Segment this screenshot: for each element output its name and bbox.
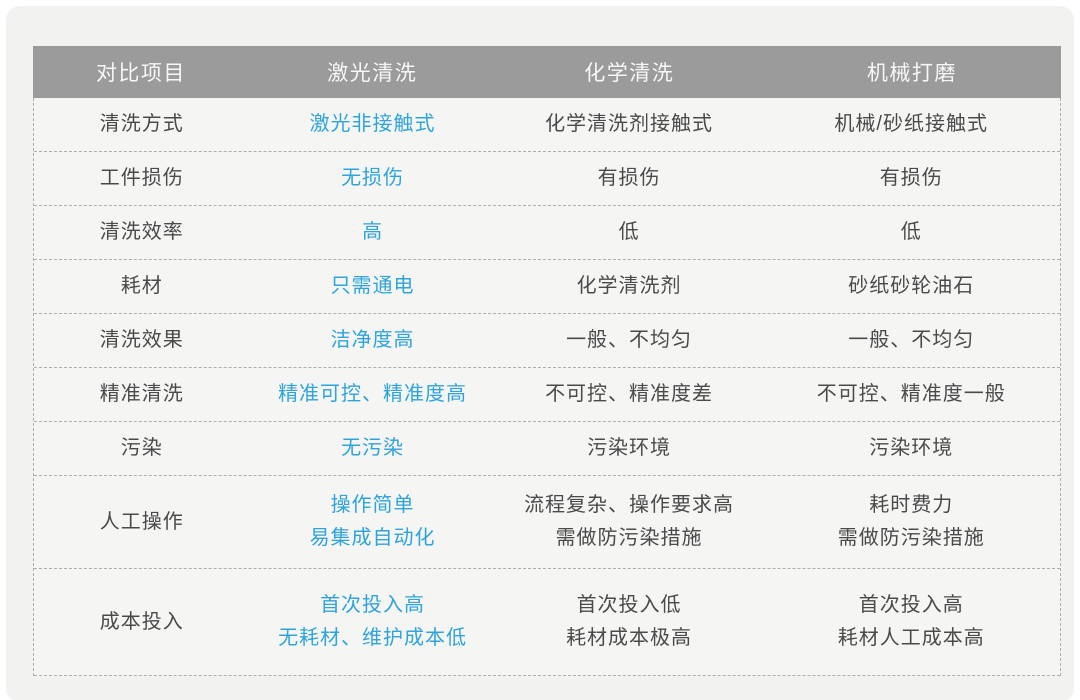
cell-line: 操作简单 <box>330 494 415 516</box>
laser-cell: 操作简单易集成自动化 <box>249 489 495 555</box>
cell-line: 清洗效果 <box>99 329 184 351</box>
chemical-cell: 有损伤 <box>496 162 763 195</box>
table-row: 清洗效率 高 低 低 <box>34 206 1060 260</box>
laser-cell: 激光非接触式 <box>249 108 495 141</box>
laser-cell: 高 <box>249 216 495 249</box>
mechanical-cell: 污染环境 <box>762 432 1060 465</box>
cell-line: 无损伤 <box>341 167 405 189</box>
mechanical-cell: 有损伤 <box>762 162 1060 195</box>
laser-cell: 洁净度高 <box>249 324 495 357</box>
laser-cell: 首次投入高无耗材、维护成本低 <box>249 589 495 655</box>
chemical-cell: 低 <box>496 216 763 249</box>
cell-line: 成本投入 <box>99 610 184 633</box>
table-row: 成本投入 首次投入高 无耗材、维护成本低 首次投入低 耗材成本极高 首次投入高 耗材人工成本… <box>34 569 1060 676</box>
cell-line: 污染 <box>120 437 163 459</box>
cell-line: 高 <box>362 221 384 243</box>
cell-line: 精准清洗 <box>99 383 184 405</box>
cell-line: 低 <box>900 221 922 243</box>
chemical-cell: 一般、不均匀 <box>496 324 763 357</box>
cell-line: 易集成自动化 <box>309 527 436 549</box>
cell-line: 有损伤 <box>879 167 943 189</box>
table-row: 精准清洗 精准可控、精准度高 不可控、精准度差 不可控、精准度一般 <box>34 368 1060 422</box>
cell-line: 化学清洗剂 <box>576 275 682 297</box>
laser-cell: 只需通电 <box>249 270 495 303</box>
row-label: 耗材 <box>34 270 249 303</box>
cell-line: 一般、不均匀 <box>848 329 975 351</box>
cell-line: 人工操作 <box>99 510 184 533</box>
cell-line: 首次投入高 <box>858 594 964 616</box>
row-label: 清洗方式 <box>34 108 249 141</box>
cell-line: 工件损伤 <box>99 167 184 189</box>
cell-line: 流程复杂、操作要求高 <box>524 494 735 516</box>
mechanical-cell: 砂纸砂轮油石 <box>762 270 1060 303</box>
table-body: 清洗方式 激光非接触式 化学清洗剂接触式 机械/砂纸接触式 工件损伤 无损伤 有损伤 有损伤清… <box>33 98 1061 676</box>
header-laser-cleaning: 激光清洗 <box>327 62 418 85</box>
cell-line: 不可控、精准度一般 <box>816 383 1006 405</box>
table-header-row: 对比项目 激光清洗 化学清洗 机械打磨 <box>33 46 1061 98</box>
mechanical-cell: 耗时费力需做防污染措施 <box>762 489 1060 555</box>
chemical-cell: 首次投入低耗材成本极高 <box>496 589 763 655</box>
table-row: 工件损伤 无损伤 有损伤 有损伤 <box>34 152 1060 206</box>
laser-cell: 无损伤 <box>249 162 495 195</box>
chemical-cell: 污染环境 <box>496 432 763 465</box>
cell-line: 首次投入低 <box>576 594 682 616</box>
table-row: 耗材 只需通电 化学清洗剂 砂纸砂轮油石 <box>34 260 1060 314</box>
header-chemical-cleaning: 化学清洗 <box>584 62 675 85</box>
mechanical-cell: 低 <box>762 216 1060 249</box>
mechanical-cell: 不可控、精准度一般 <box>762 378 1060 411</box>
comparison-table: 对比项目 激光清洗 化学清洗 机械打磨 清洗方式 激光非接触式 化学清洗剂接触式 机械… <box>33 46 1061 676</box>
laser-cell: 无污染 <box>249 432 495 465</box>
cell-line: 耗时费力 <box>869 494 954 516</box>
cell-line: 有损伤 <box>597 167 661 189</box>
cell-line: 需做防污染措施 <box>837 527 985 549</box>
row-label: 污染 <box>34 432 249 465</box>
cell-line: 首次投入高 <box>320 594 426 616</box>
row-label: 工件损伤 <box>34 162 249 195</box>
row-label: 清洗效率 <box>34 216 249 249</box>
cell-line: 耗材 <box>120 275 163 297</box>
chemical-cell: 不可控、精准度差 <box>496 378 763 411</box>
table-row: 清洗方式 激光非接触式 化学清洗剂接触式 机械/砂纸接触式 <box>34 98 1060 152</box>
chemical-cell: 化学清洗剂接触式 <box>496 108 763 141</box>
cell-line: 精准可控、精准度高 <box>278 383 468 405</box>
cell-line: 清洗方式 <box>99 113 184 135</box>
table-row: 污染 无污染 污染环境 污染环境 <box>34 422 1060 476</box>
header-compare-item: 对比项目 <box>95 62 186 85</box>
mechanical-cell: 一般、不均匀 <box>762 324 1060 357</box>
cell-line: 低 <box>618 221 640 243</box>
cell-line: 耗材人工成本高 <box>837 627 985 649</box>
table-row: 人工操作 操作简单 易集成自动化 流程复杂、操作要求高 需做防污染措施 耗时费力 需做防污染… <box>34 476 1060 569</box>
cell-line: 洁净度高 <box>330 329 415 351</box>
cell-line: 机械/砂纸接触式 <box>834 113 988 135</box>
mechanical-cell: 首次投入高耗材人工成本高 <box>762 589 1060 655</box>
cell-line: 需做防污染措施 <box>555 527 703 549</box>
cell-line: 污染环境 <box>869 437 954 459</box>
cell-line: 化学清洗剂接触式 <box>545 113 714 135</box>
cell-line: 清洗效率 <box>99 221 184 243</box>
header-mechanical-grinding: 机械打磨 <box>866 62 957 85</box>
row-label: 人工操作 <box>34 506 249 539</box>
cell-line: 不可控、精准度差 <box>545 383 714 405</box>
cell-line: 砂纸砂轮油石 <box>848 275 975 297</box>
mechanical-cell: 机械/砂纸接触式 <box>762 108 1060 141</box>
cell-line: 污染环境 <box>587 437 672 459</box>
table-row: 清洗效果 洁净度高 一般、不均匀 一般、不均匀 <box>34 314 1060 368</box>
laser-cell: 精准可控、精准度高 <box>249 378 495 411</box>
cell-line: 激光非接触式 <box>309 113 436 135</box>
table-card: 对比项目 激光清洗 化学清洗 机械打磨 清洗方式 激光非接触式 化学清洗剂接触式 机械… <box>6 6 1074 700</box>
cell-line: 只需通电 <box>330 275 415 297</box>
row-label: 清洗效果 <box>34 324 249 357</box>
cell-line: 一般、不均匀 <box>566 329 693 351</box>
chemical-cell: 化学清洗剂 <box>496 270 763 303</box>
chemical-cell: 流程复杂、操作要求高 需做防污染措施 <box>496 489 763 555</box>
row-label: 精准清洗 <box>34 378 249 411</box>
cell-line: 耗材成本极高 <box>566 627 693 649</box>
cell-line: 无污染 <box>341 437 405 459</box>
row-label: 成本投入 <box>34 606 249 639</box>
cell-line: 无耗材、维护成本低 <box>278 627 468 649</box>
